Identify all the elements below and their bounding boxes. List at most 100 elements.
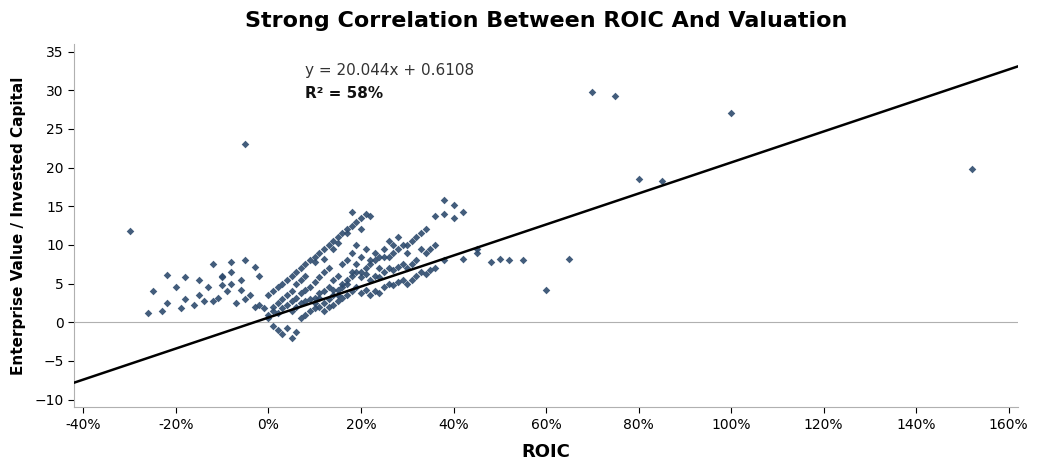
- Point: [422, 266, 438, 273]
- Point: [408, 272, 425, 279]
- Point: [372, 253, 388, 260]
- Point: [348, 261, 364, 268]
- Point: [288, 294, 305, 301]
- Point: [380, 264, 397, 272]
- Point: [251, 272, 268, 279]
- Point: [321, 303, 337, 311]
- Point: [306, 253, 323, 260]
- Point: [330, 272, 347, 279]
- Point: [232, 276, 249, 284]
- Point: [274, 295, 290, 303]
- Point: [376, 284, 392, 291]
- Point: [372, 264, 388, 272]
- Point: [376, 268, 392, 276]
- Point: [306, 304, 323, 312]
- Point: [321, 295, 337, 303]
- Point: [237, 295, 254, 303]
- Point: [283, 334, 300, 342]
- Point: [389, 245, 406, 253]
- Point: [264, 307, 281, 314]
- Point: [357, 245, 374, 253]
- Point: [468, 245, 485, 253]
- Point: [422, 245, 438, 253]
- Point: [325, 302, 341, 309]
- Point: [408, 233, 425, 241]
- Point: [293, 299, 309, 307]
- Point: [482, 258, 499, 266]
- Point: [413, 229, 430, 237]
- Point: [315, 245, 332, 253]
- Point: [279, 325, 296, 332]
- Point: [279, 291, 296, 299]
- Point: [501, 257, 517, 264]
- Point: [353, 268, 370, 276]
- Point: [389, 233, 406, 241]
- Point: [362, 291, 379, 299]
- Point: [251, 302, 268, 309]
- Point: [353, 253, 370, 260]
- Point: [413, 245, 430, 253]
- Point: [293, 289, 309, 296]
- Point: [302, 284, 319, 291]
- Point: [205, 261, 222, 268]
- Point: [357, 264, 374, 272]
- Point: [191, 276, 207, 284]
- Point: [264, 322, 281, 330]
- Point: [325, 276, 341, 284]
- Point: [311, 289, 328, 296]
- Point: [330, 233, 347, 241]
- Point: [389, 278, 406, 286]
- Point: [237, 257, 254, 264]
- Point: [353, 289, 370, 296]
- Point: [219, 287, 235, 295]
- Point: [353, 214, 370, 222]
- Point: [283, 307, 300, 314]
- Point: [334, 229, 351, 237]
- Point: [376, 253, 392, 260]
- Point: [455, 255, 472, 262]
- Point: [200, 284, 217, 291]
- Point: [362, 276, 379, 284]
- Point: [468, 249, 485, 256]
- Point: [344, 287, 360, 295]
- Point: [538, 286, 555, 294]
- Text: R² = 58%: R² = 58%: [305, 86, 383, 101]
- Point: [237, 141, 254, 148]
- Point: [385, 281, 402, 289]
- Point: [413, 268, 430, 276]
- Point: [344, 272, 360, 279]
- Point: [338, 257, 355, 264]
- Point: [311, 294, 328, 301]
- Point: [311, 303, 328, 311]
- Point: [348, 218, 364, 226]
- Point: [177, 295, 194, 303]
- Point: [209, 294, 226, 301]
- Point: [399, 249, 415, 256]
- Point: [279, 302, 296, 309]
- Point: [288, 268, 305, 276]
- Point: [186, 302, 203, 309]
- Point: [306, 294, 323, 301]
- Point: [279, 276, 296, 284]
- Point: [722, 110, 739, 117]
- Point: [255, 304, 272, 312]
- Point: [385, 249, 402, 256]
- Point: [158, 299, 175, 307]
- Point: [427, 241, 443, 249]
- Point: [213, 281, 230, 289]
- Point: [315, 268, 332, 276]
- Point: [242, 291, 258, 299]
- Point: [213, 272, 230, 279]
- Point: [344, 222, 360, 229]
- Point: [321, 284, 337, 291]
- Point: [372, 274, 388, 281]
- Point: [417, 226, 434, 233]
- Point: [228, 299, 245, 307]
- Point: [315, 299, 332, 307]
- Point: [357, 270, 374, 278]
- Point: [330, 240, 347, 247]
- Point: [348, 241, 364, 249]
- Point: [380, 237, 397, 245]
- Point: [395, 276, 411, 284]
- Point: [223, 258, 239, 266]
